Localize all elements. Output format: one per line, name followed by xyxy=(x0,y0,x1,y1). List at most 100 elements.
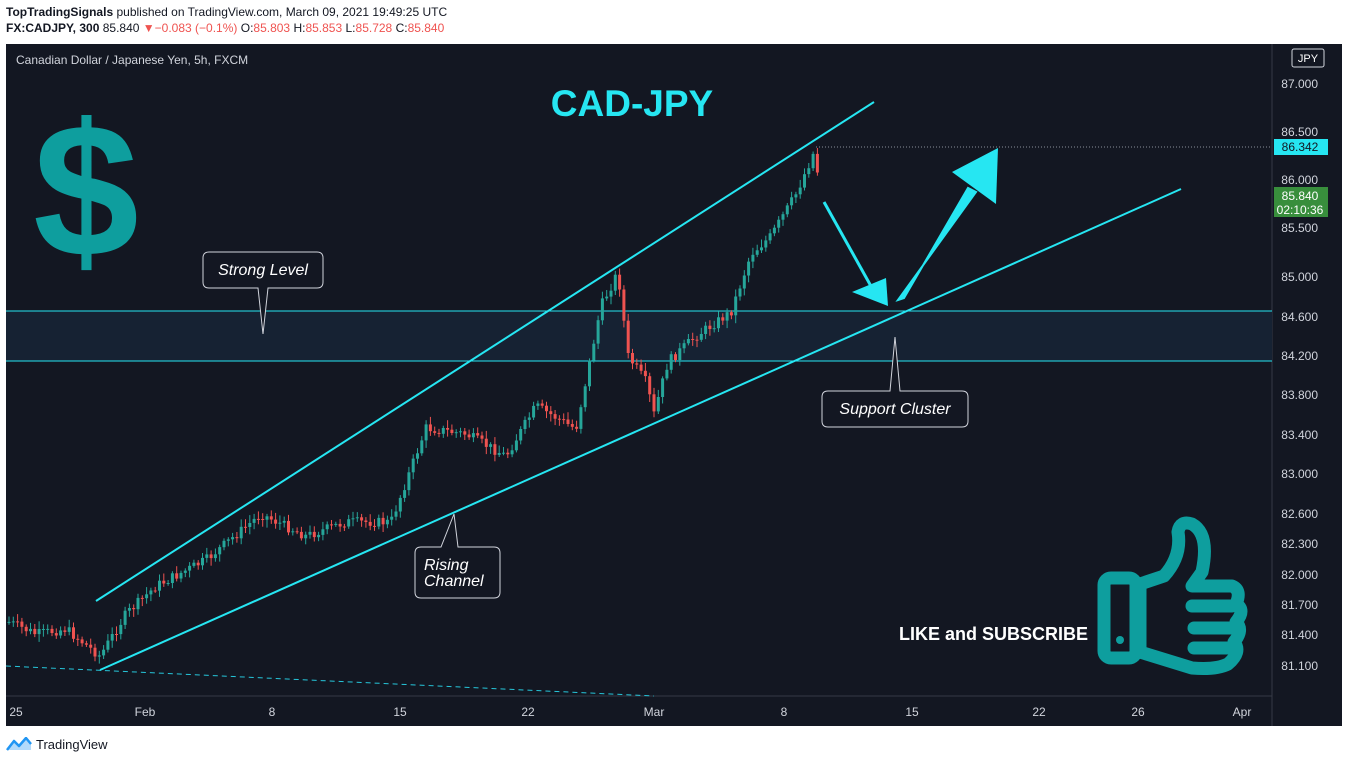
candle-body[interactable] xyxy=(16,621,20,623)
candle-body[interactable] xyxy=(416,453,419,459)
candle-body[interactable] xyxy=(41,629,45,630)
candle-body[interactable] xyxy=(566,419,570,425)
candle-body[interactable] xyxy=(373,525,376,527)
candle-body[interactable] xyxy=(721,317,725,321)
candle-body[interactable] xyxy=(110,634,114,641)
candle-body[interactable] xyxy=(84,643,88,645)
candle-body[interactable] xyxy=(381,517,385,525)
candle-body[interactable] xyxy=(493,444,497,455)
candle-body[interactable] xyxy=(269,516,273,520)
candle-body[interactable] xyxy=(63,630,67,632)
rising-channel-callout[interactable]: Rising Channel xyxy=(414,513,501,599)
candle-body[interactable] xyxy=(239,526,243,539)
candle-body[interactable] xyxy=(553,414,557,419)
candle-body[interactable] xyxy=(519,429,523,441)
candle-body[interactable] xyxy=(549,411,553,415)
candle-body[interactable] xyxy=(803,174,806,188)
currency-badge[interactable] xyxy=(1291,48,1325,68)
candle-body[interactable] xyxy=(205,554,209,558)
tradingview-brand[interactable]: TradingView xyxy=(36,736,108,752)
candle-body[interactable] xyxy=(669,354,673,370)
tradingview-logo-icon[interactable] xyxy=(6,737,32,751)
candle-body[interactable] xyxy=(699,334,703,340)
candle-body[interactable] xyxy=(106,640,110,650)
candle-body[interactable] xyxy=(188,565,192,571)
candle-body[interactable] xyxy=(545,405,548,412)
candle-body[interactable] xyxy=(712,328,716,330)
candle-body[interactable] xyxy=(127,608,131,611)
candle-body[interactable] xyxy=(562,419,566,421)
candle-body[interactable] xyxy=(420,440,424,454)
candle-body[interactable] xyxy=(115,634,118,635)
candle-body[interactable] xyxy=(321,529,325,535)
candle-body[interactable] xyxy=(489,444,493,447)
candle-body[interactable] xyxy=(317,534,321,538)
candle-body[interactable] xyxy=(170,573,174,583)
candle-body[interactable] xyxy=(626,320,630,353)
candle-body[interactable] xyxy=(476,433,480,436)
candle-body[interactable] xyxy=(166,583,170,584)
candle-body[interactable] xyxy=(403,490,407,498)
candle-body[interactable] xyxy=(231,537,235,540)
candle-body[interactable] xyxy=(299,531,303,539)
candle-body[interactable] xyxy=(557,418,561,420)
candle-body[interactable] xyxy=(37,629,41,635)
candle-body[interactable] xyxy=(424,424,428,441)
candle-body[interactable] xyxy=(261,519,265,520)
candle-body[interactable] xyxy=(244,526,247,528)
candle-body[interactable] xyxy=(523,419,527,429)
candle-body[interactable] xyxy=(342,526,346,528)
candle-body[interactable] xyxy=(635,363,639,365)
candle-body[interactable] xyxy=(661,378,665,397)
candle-body[interactable] xyxy=(428,424,432,432)
candle-body[interactable] xyxy=(751,254,755,262)
candle-body[interactable] xyxy=(600,298,604,321)
candle-body[interactable] xyxy=(592,343,596,361)
candle-body[interactable] xyxy=(67,627,71,632)
candle-body[interactable] xyxy=(502,452,505,454)
candle-body[interactable] xyxy=(304,534,308,539)
candle-body[interactable] xyxy=(484,438,488,447)
candle-body[interactable] xyxy=(437,432,441,434)
candle-body[interactable] xyxy=(605,296,609,299)
candle-body[interactable] xyxy=(33,628,37,635)
candle-body[interactable] xyxy=(540,403,544,406)
candle-body[interactable] xyxy=(609,290,613,297)
candle-body[interactable] xyxy=(162,580,166,584)
candle-body[interactable] xyxy=(777,219,781,228)
candle-body[interactable] xyxy=(179,572,183,579)
candle-body[interactable] xyxy=(295,531,299,533)
candle-body[interactable] xyxy=(226,539,230,541)
candle-body[interactable] xyxy=(287,520,290,533)
candle-body[interactable] xyxy=(678,348,682,360)
candle-body[interactable] xyxy=(377,517,381,527)
candle-body[interactable] xyxy=(643,370,647,377)
candle-body[interactable] xyxy=(29,628,32,632)
candle-body[interactable] xyxy=(527,417,531,420)
candle-body[interactable] xyxy=(89,644,93,648)
candle-body[interactable] xyxy=(385,519,389,525)
candle-body[interactable] xyxy=(441,428,445,434)
candle-body[interactable] xyxy=(93,647,97,657)
candle-body[interactable] xyxy=(145,594,149,599)
candle-body[interactable] xyxy=(175,573,179,579)
candle-body[interactable] xyxy=(631,353,634,364)
candle-body[interactable] xyxy=(248,523,252,527)
candle-body[interactable] xyxy=(579,407,583,429)
candle-body[interactable] xyxy=(755,250,759,255)
candle-body[interactable] xyxy=(72,627,75,639)
candle-body[interactable] xyxy=(729,312,733,316)
candle-body[interactable] xyxy=(265,516,269,520)
candle-body[interactable] xyxy=(274,519,278,524)
candle-body[interactable] xyxy=(459,431,462,433)
candle-body[interactable] xyxy=(794,194,798,198)
candle-body[interactable] xyxy=(256,518,260,520)
candle-body[interactable] xyxy=(222,540,226,548)
candle-body[interactable] xyxy=(119,624,123,635)
channel-upper-line[interactable] xyxy=(95,101,875,602)
candle-body[interactable] xyxy=(80,639,84,644)
candle-body[interactable] xyxy=(407,472,411,491)
candle-body[interactable] xyxy=(325,524,329,530)
candle-body[interactable] xyxy=(158,580,161,591)
candle-body[interactable] xyxy=(497,453,501,455)
